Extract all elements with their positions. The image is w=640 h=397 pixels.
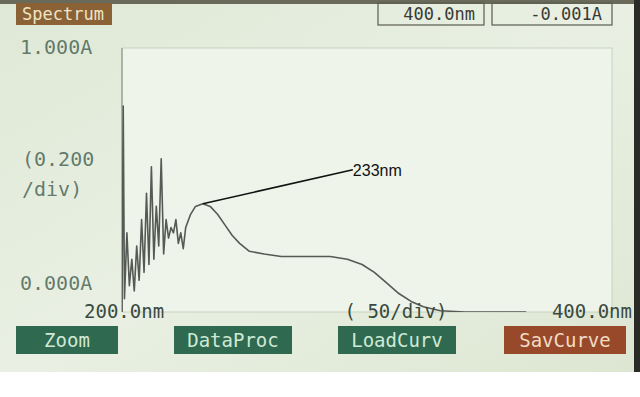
button-label[interactable]: LoadCurv [351, 329, 443, 351]
button-label[interactable]: Zoom [44, 329, 90, 351]
button[interactable] [174, 326, 292, 354]
annotation-leader [203, 170, 353, 204]
button-label[interactable]: SavCurve [519, 329, 611, 351]
readout: 400.0nm [403, 4, 475, 24]
readout: -0.001A [530, 4, 602, 24]
readout-box [378, 3, 484, 25]
x-axis-label: ( 50/div) [345, 300, 448, 322]
series-group [122, 106, 526, 312]
y-axis-label: (0.200 [22, 147, 94, 171]
readout-box [492, 3, 612, 25]
screen [0, 0, 640, 372]
plot-frame [122, 48, 612, 312]
button[interactable] [16, 326, 118, 354]
annotation: 233nm [353, 162, 402, 179]
title-box [16, 3, 112, 25]
chart-root: Spectrum 400.0nm -0.001A 0.000A 1.000A (0.200… [0, 0, 640, 397]
y-axis-label: /div) [22, 177, 82, 201]
x-tick-label: 200.0nm [84, 300, 164, 322]
title: Spectrum [22, 4, 104, 24]
button[interactable] [504, 326, 626, 354]
y-tick-label: 1.000A [20, 35, 92, 59]
button[interactable] [338, 326, 456, 354]
spectrum-line [122, 106, 526, 312]
button-label[interactable]: DataProc [187, 329, 279, 351]
x-tick-label: 400.0nm [552, 300, 632, 322]
y-tick-label: 0.000A [20, 271, 92, 295]
screen-edge [634, 0, 640, 372]
